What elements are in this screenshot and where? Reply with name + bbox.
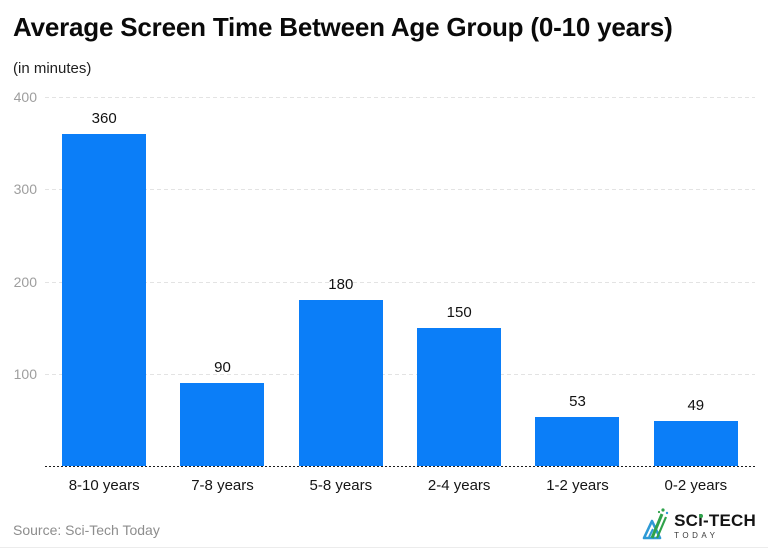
logo-brand-sub: TODAY (674, 531, 719, 540)
bar-value-label: 53 (569, 393, 586, 411)
chart-title: Average Screen Time Between Age Group (0… (13, 12, 673, 42)
bar-value-label: 150 (446, 303, 472, 321)
y-axis-tick-label: 100 (13, 365, 37, 382)
bar-slot: 180 (282, 97, 400, 466)
x-axis-category-label: 1-2 years (546, 477, 609, 494)
logo-text: SCi-TECH TODAY (674, 512, 756, 541)
bar-value-label: 49 (687, 396, 705, 414)
gridline (45, 189, 755, 191)
bar-value-label: 360 (91, 109, 117, 127)
bar-slot: 360 (45, 97, 163, 466)
bar (298, 299, 383, 466)
x-axis-line (45, 466, 757, 467)
gridline (45, 97, 755, 98)
bar-slot: 90 (163, 97, 281, 466)
bar (62, 133, 147, 466)
x-axis-category-label: 5-8 years (309, 477, 373, 494)
y-axis-tick-label: 300 (13, 181, 37, 198)
chart-subtitle: (in minutes) (13, 60, 92, 77)
sci-tech-today-logo: SCi-TECH TODAY (640, 506, 756, 547)
x-axis-category-label: 2-4 years (427, 477, 491, 494)
bar (417, 327, 502, 466)
x-axis-category-label: 7-8 years (191, 477, 254, 494)
bottom-divider (0, 547, 768, 548)
logo-brand-name: SCi-TECH (674, 511, 756, 530)
plot-area: 360 90 180 150 53 49 (45, 97, 755, 466)
y-axis-tick-label: 200 (13, 273, 37, 290)
bar-slot: 150 (400, 97, 518, 466)
gridline (45, 281, 755, 283)
bar-slot: 53 (518, 97, 636, 466)
bar (535, 417, 620, 466)
x-axis-category-label: 8-10 years (68, 477, 140, 494)
bar-slot: 49 (637, 97, 755, 466)
x-axis-category-label: 0-2 years (664, 477, 728, 494)
sci-tech-logo-icon (640, 506, 672, 547)
bar (180, 382, 265, 466)
logo-i-dot (699, 514, 704, 518)
bar-chart: 360 90 180 150 53 49 100 200 300 400 8-10 years 7-… (0, 89, 768, 497)
y-axis-tick-label: 400 (13, 89, 37, 105)
bar (653, 420, 738, 466)
bar-value-label: 180 (328, 275, 354, 293)
bar-value-label: 90 (214, 358, 231, 376)
gridline (45, 373, 755, 375)
source-credit: Source: Sci-Tech Today (13, 522, 160, 538)
